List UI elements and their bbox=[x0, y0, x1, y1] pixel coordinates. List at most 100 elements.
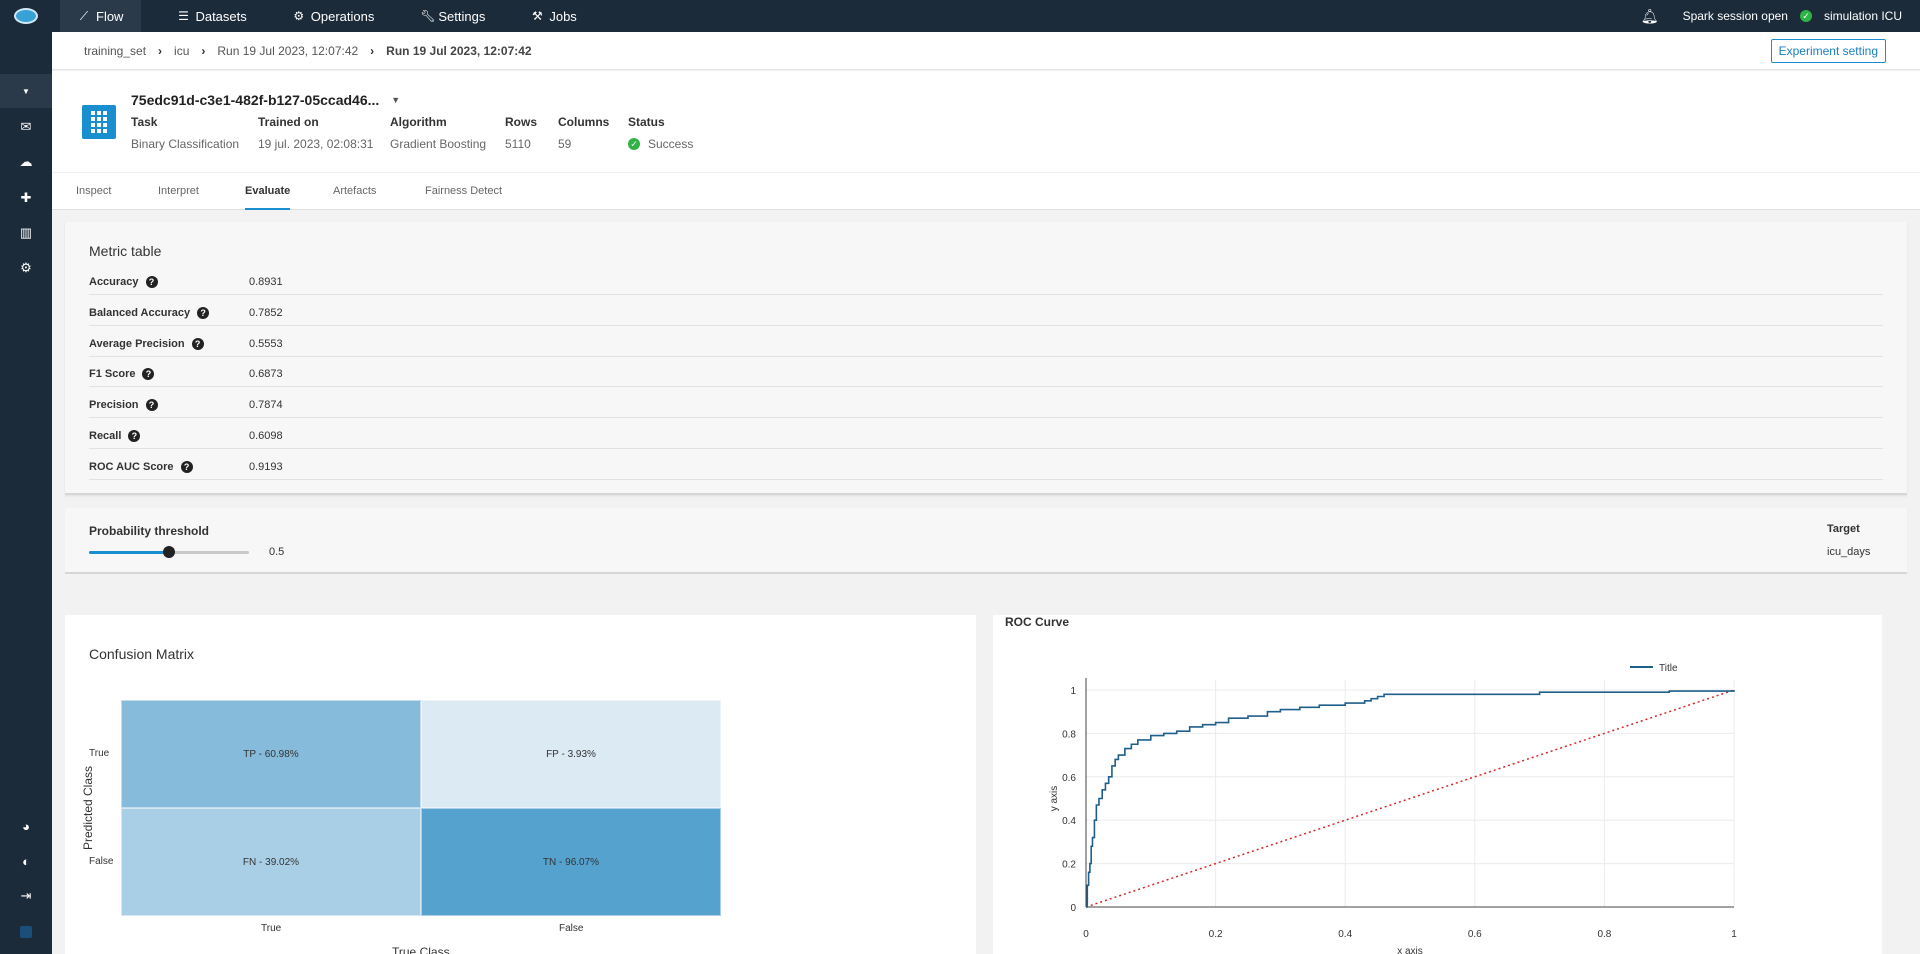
nav-datasets[interactable]: ☰ Datasets bbox=[167, 0, 256, 32]
metric-row: Average Precision? 0.5553 bbox=[89, 332, 1883, 357]
chevron-right-icon: › bbox=[158, 43, 163, 58]
model-selector[interactable]: 75edc91d-c3e1-482f-b127-05ccad46... ▼ bbox=[131, 92, 400, 108]
roc-title: ROC Curve bbox=[1005, 615, 1070, 629]
model-grid-icon bbox=[82, 105, 116, 139]
threshold-label: Probability threshold bbox=[89, 524, 210, 538]
help-icon[interactable]: ? bbox=[128, 430, 141, 442]
help-icon[interactable]: ? bbox=[197, 307, 210, 319]
roc-chart: 0 0.2 0.4 0.6 0.8 1 0 0.2 0.4 0.6 0.8 1 x axis y axis… bbox=[1049, 663, 1737, 954]
cm-x-tick: True bbox=[261, 923, 282, 934]
meta-rows: Rows 5110 bbox=[505, 115, 537, 151]
metric-row: Accuracy? 0.8931 bbox=[89, 270, 1883, 295]
breadcrumb-item[interactable]: Run 19 Jul 2023, 12:07:42 bbox=[217, 43, 359, 58]
breadcrumb: training_set › icu › Run 19 Jul 2023, 12… bbox=[52, 32, 1920, 70]
metric-table: Metric table Accuracy? 0.8931 Balanced A… bbox=[65, 222, 1907, 495]
metric-value: 0.5553 bbox=[249, 338, 283, 350]
metric-value: 0.8931 bbox=[249, 276, 283, 288]
sidebar-inbox[interactable]: ✉ bbox=[0, 110, 52, 144]
app-logo[interactable] bbox=[0, 0, 52, 32]
sidebar: ▼ ✉ ☁ ✚ ▥ ⚙ ◕ ◐ ⇥ bbox=[0, 32, 52, 954]
nav-jobs[interactable]: ⚒ Jobs bbox=[521, 0, 586, 32]
sidebar-upload[interactable]: ☁ bbox=[0, 145, 52, 179]
project-name[interactable]: simulation ICU bbox=[1823, 9, 1902, 23]
tab-fairness-detect[interactable]: Fairness Detect bbox=[425, 185, 503, 197]
legend-label: Title bbox=[1659, 663, 1678, 674]
breadcrumb-item[interactable]: icu bbox=[174, 43, 190, 58]
cm-x-tick: False bbox=[559, 923, 584, 934]
y-tick-label: 0.6 bbox=[1062, 773, 1076, 784]
sidebar-collapse[interactable]: ▼ bbox=[0, 74, 52, 108]
nav-flow[interactable]: ⟋ Flow bbox=[60, 0, 142, 32]
x-tick-label: 0 bbox=[1083, 929, 1089, 940]
help-icon[interactable]: ? bbox=[142, 368, 155, 380]
sidebar-settings[interactable]: ⚙ bbox=[0, 251, 52, 285]
meta-label: Algorithm bbox=[390, 115, 447, 129]
metric-row: Precision? 0.7874 bbox=[89, 393, 1883, 418]
check-circle-icon: ✓ bbox=[1799, 10, 1812, 22]
metric-value: 0.6873 bbox=[249, 368, 283, 380]
logo-icon bbox=[14, 8, 38, 24]
metric-name: ROC AUC Score? bbox=[89, 461, 249, 473]
bar-chart-icon: ▥ bbox=[19, 225, 33, 240]
meta-value: 5110 bbox=[505, 137, 531, 151]
breadcrumb-item[interactable]: training_set bbox=[84, 43, 147, 58]
cm-cell-tn: TN - 96.07% bbox=[421, 808, 721, 916]
nav-jobs-label: Jobs bbox=[549, 8, 577, 24]
meta-value: Gradient Boosting bbox=[390, 137, 487, 151]
threshold-slider[interactable] bbox=[89, 546, 249, 558]
roc-curve-card: ROC Curve 0 0.2 0.4 0.6 0.8 1 0 0.2 0.4 0.6 0.8 1 x … bbox=[993, 615, 1882, 954]
metric-label: Recall bbox=[89, 430, 122, 442]
sidebar-brand[interactable] bbox=[0, 915, 52, 949]
metric-value: 0.9193 bbox=[249, 461, 283, 473]
sidebar-reports[interactable]: ▥ bbox=[0, 216, 52, 250]
meta-value: 19 jul. 2023, 02:08:31 bbox=[258, 137, 374, 151]
x-tick-label: 0.8 bbox=[1597, 929, 1611, 940]
nav-settings-label: Settings bbox=[438, 8, 486, 24]
meta-status: Status ✓ Success bbox=[628, 115, 693, 151]
puzzle-icon: ✚ bbox=[20, 190, 32, 205]
cm-cell-fn: FN - 39.02% bbox=[121, 808, 421, 916]
metric-label: Precision bbox=[89, 399, 139, 411]
metric-label: F1 Score bbox=[89, 368, 136, 380]
metric-value: 0.7852 bbox=[249, 307, 283, 319]
help-icon[interactable]: ? bbox=[145, 399, 158, 411]
sidebar-theme[interactable]: ◐ bbox=[0, 844, 52, 878]
sidebar-logout[interactable]: ⇥ bbox=[0, 879, 52, 913]
bell-icon[interactable]: 🔔︎ bbox=[1640, 7, 1659, 24]
cm-cell-tp: TP - 60.98% bbox=[121, 700, 421, 808]
confusion-matrix-card: Confusion Matrix TP - 60.98% FP - 3.93% … bbox=[65, 615, 976, 954]
metric-label: ROC AUC Score bbox=[89, 461, 174, 473]
tab-evaluate[interactable]: Evaluate bbox=[245, 173, 291, 210]
roc-curve-line bbox=[1086, 690, 1735, 908]
caret-down-icon: ▼ bbox=[391, 95, 401, 105]
cm-x-axis-title: True Class bbox=[392, 945, 450, 954]
help-icon[interactable]: ? bbox=[145, 276, 158, 288]
nav-settings[interactable]: 🔧︎ Settings bbox=[410, 0, 495, 32]
roc-diagonal-line bbox=[1085, 689, 1735, 908]
metric-name: Recall? bbox=[89, 430, 249, 442]
metric-label: Average Precision bbox=[89, 338, 185, 350]
cloud-upload-icon: ☁ bbox=[19, 154, 33, 169]
slider-thumb[interactable] bbox=[163, 546, 175, 558]
metric-name: Balanced Accuracy? bbox=[89, 307, 249, 319]
help-icon[interactable]: ? bbox=[191, 338, 204, 350]
sidebar-palette[interactable]: ◕ bbox=[0, 809, 52, 843]
nav-datasets-label: Datasets bbox=[195, 8, 247, 24]
brand-icon bbox=[20, 926, 32, 938]
help-icon[interactable]: ? bbox=[180, 461, 193, 473]
breadcrumb-current: Run 19 Jul 2023, 12:07:42 bbox=[386, 43, 532, 58]
tab-artefacts[interactable]: Artefacts bbox=[333, 185, 377, 197]
tab-inspect[interactable]: Inspect bbox=[76, 185, 112, 197]
metric-row: Balanced Accuracy? 0.7852 bbox=[89, 301, 1883, 326]
sidebar-plugins[interactable]: ✚ bbox=[0, 181, 52, 215]
experiment-setting-button[interactable]: Experiment setting bbox=[1770, 39, 1886, 63]
meta-label: Status bbox=[628, 115, 665, 129]
tab-interpret[interactable]: Interpret bbox=[158, 185, 199, 197]
top-bar: ⟋ Flow ☰ Datasets ⚙ Operations 🔧︎ Settin… bbox=[0, 0, 1920, 32]
palette-icon: ◕ bbox=[22, 818, 30, 834]
tab-bar: Inspect Interpret Evaluate Artefacts Fai… bbox=[52, 173, 1920, 210]
target-value: icu_days bbox=[1827, 546, 1871, 558]
nav-operations[interactable]: ⚙ Operations bbox=[283, 0, 385, 32]
meta-trained-on: Trained on 19 jul. 2023, 02:08:31 bbox=[258, 115, 373, 151]
meta-label: Columns bbox=[558, 115, 610, 129]
